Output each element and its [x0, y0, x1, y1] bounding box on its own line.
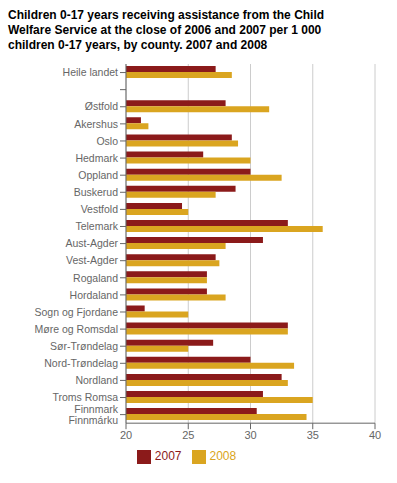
svg-text:FinnmarkFinnmárku: FinnmarkFinnmárku — [68, 403, 118, 426]
svg-text:Oppland: Oppland — [78, 169, 118, 181]
html-text:Children 0-17 years receiving: Children 0-17 years receiving assistance… — [8, 8, 325, 52]
svg-text:Oslo: Oslo — [96, 135, 118, 147]
svg-text:Telemark: Telemark — [75, 220, 118, 232]
svg-text:Nordland: Nordland — [75, 374, 118, 386]
svg-text:40: 40 — [369, 429, 381, 441]
svg-text:30: 30 — [244, 429, 256, 441]
svg-text:Aust-Agder: Aust-Agder — [65, 237, 118, 249]
svg-text:Akershus: Akershus — [74, 118, 118, 130]
svg-text:Møre og Romsdal: Møre og Romsdal — [35, 323, 118, 335]
svg-text:Hordaland: Hordaland — [70, 289, 119, 301]
svg-text:Sogn og Fjordane: Sogn og Fjordane — [35, 306, 119, 318]
svg-text:Vest-Agder: Vest-Agder — [66, 254, 118, 266]
svg-text:Vestfold: Vestfold — [81, 203, 119, 215]
svg-text:Østfold: Østfold — [85, 100, 118, 112]
html-text:2007: 2007 — [154, 449, 182, 464]
svg-text:20: 20 — [120, 429, 132, 441]
svg-text:Troms Romsa: Troms Romsa — [52, 391, 118, 403]
svg-text:Sør-Trøndelag: Sør-Trøndelag — [50, 340, 118, 352]
svg-text:Hedmark: Hedmark — [75, 152, 118, 164]
svg-text:Heile landet: Heile landet — [63, 66, 119, 78]
svg-text:Buskerud: Buskerud — [74, 186, 119, 198]
svg-text:35: 35 — [307, 429, 319, 441]
svg-text:25: 25 — [182, 429, 194, 441]
svg-text:Rogaland: Rogaland — [73, 272, 118, 284]
svg-text:Nord-Trøndelag: Nord-Trøndelag — [44, 357, 118, 369]
html-text:2008: 2008 — [209, 449, 237, 464]
